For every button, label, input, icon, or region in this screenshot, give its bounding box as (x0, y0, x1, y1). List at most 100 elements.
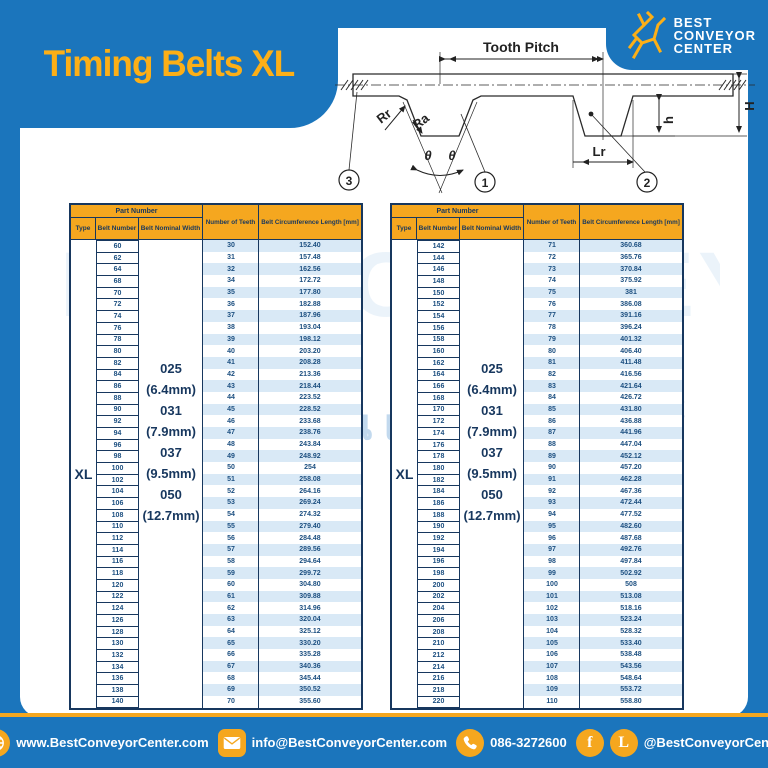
table-row: 170 85 431.80 (392, 403, 682, 416)
table-row: 82 41 208.28 (71, 356, 361, 369)
teeth-cell: 93 (524, 497, 580, 509)
phone-link[interactable]: 086-3272600 (456, 728, 567, 757)
width-cell (139, 298, 203, 310)
length-cell: 304.80 (299, 581, 321, 589)
table-row: 88 44 223.52 (71, 391, 361, 404)
teeth-cell: 76 (548, 300, 556, 308)
table-row: 156 78 396.24 (392, 321, 682, 334)
callout-3: 3 (346, 174, 353, 188)
social-link[interactable]: f L @BestConveyorCenter (575, 728, 768, 757)
belt-number-cell: 74 (96, 310, 139, 322)
header-belt-circumference: Belt Circumference Length [mm] (261, 218, 359, 226)
teeth-cell: 81 (524, 356, 580, 369)
column-divider (258, 240, 259, 708)
teeth-cell: 90 (548, 464, 556, 472)
teeth-cell: 54 (227, 511, 235, 519)
belt-number-cell: 120 (96, 578, 139, 591)
belt-number-cell: 192 (417, 532, 460, 544)
length-cell: 518.16 (620, 604, 642, 612)
length-cell: 406.40 (620, 347, 642, 355)
width-size: (7.9mm) (146, 424, 196, 439)
width-cell (460, 287, 524, 299)
width-code: 037 (481, 445, 503, 460)
brand-name: BEST CONVEYOR CENTER (673, 14, 756, 56)
belt-number-cell: 220 (417, 695, 460, 708)
belt-number-cell: 176 (417, 438, 460, 451)
length-cell: 370.84 (580, 263, 682, 276)
teeth-cell: 37 (203, 310, 259, 322)
belt-number-cell: 172 (417, 415, 460, 427)
belt-number-cell: 140 (96, 695, 139, 708)
cord-hatch-left (340, 79, 369, 91)
belt-number-cell: 76 (96, 321, 139, 334)
table-row: 114 57 289.56 (71, 543, 361, 556)
belt-number-cell: 156 (417, 321, 460, 334)
teeth-cell: 102 (546, 604, 558, 612)
teeth-cell: 99 (524, 567, 580, 579)
email-link[interactable]: info@BestConveyorCenter.com (217, 728, 447, 757)
belt-number-cell: 82 (96, 356, 139, 369)
belt-number-cell: 144 (417, 251, 460, 264)
header-belt-nominal-width: Belt Nominal Width (139, 218, 203, 239)
width-cell (139, 322, 203, 334)
length-cell: 528.32 (620, 628, 642, 636)
width-size: (7.9mm) (467, 424, 517, 439)
belt-number-cell: 154 (417, 310, 460, 322)
length-cell: 182.88 (299, 300, 321, 308)
table-row: 110 55 279.40 (71, 520, 361, 533)
length-cell: 543.56 (580, 660, 682, 673)
table-row: 140 70 355.60 (71, 695, 361, 708)
length-cell: 243.84 (299, 441, 321, 449)
teeth-cell: 61 (203, 590, 259, 603)
table-row: 202 101 513.08 (392, 590, 682, 603)
belt-number-cell: 160 (417, 345, 460, 357)
teeth-cell: 75 (524, 286, 580, 299)
teeth-cell: 79 (524, 333, 580, 346)
table-row: 184 92 467.36 (392, 485, 682, 498)
teeth-cell: 98 (548, 557, 556, 565)
table-row: 142 71 360.68 (392, 240, 682, 252)
belt-number-cell: 184 (417, 485, 460, 498)
teeth-cell: 62 (227, 604, 235, 612)
length-cell: 487.68 (620, 534, 642, 542)
length-cell: 314.96 (299, 604, 321, 612)
teeth-cell: 69 (203, 684, 259, 696)
label-H: H (742, 101, 757, 110)
belt-number-cell: 158 (417, 333, 460, 346)
table-header: Part Number Type Belt Number Belt Nomina… (71, 205, 361, 240)
length-cell: 441.96 (580, 427, 682, 439)
phone-icon (456, 728, 485, 757)
teeth-cell: 109 (524, 684, 580, 696)
width-cell (139, 240, 203, 252)
width-size: (6.4mm) (146, 382, 196, 397)
length-cell: 345.44 (299, 674, 321, 682)
table-row: 112 56 284.48 (71, 532, 361, 544)
length-cell: 238.76 (259, 427, 361, 439)
belt-table-right: Part Number Type Belt Number Belt Nomina… (390, 203, 684, 710)
table-row: 144 72 365.76 (392, 251, 682, 264)
length-cell: 218.44 (259, 380, 361, 392)
length-cell: 208.28 (259, 356, 361, 369)
belt-number-cell: 78 (96, 333, 139, 346)
length-cell: 548.64 (620, 674, 642, 682)
teeth-cell: 108 (546, 674, 558, 682)
width-cell (460, 252, 524, 264)
teeth-cell: 36 (227, 300, 235, 308)
length-cell: 320.04 (259, 614, 361, 626)
header-number-of-teeth: Number of Teeth (524, 205, 580, 239)
width-cell (460, 334, 524, 346)
table-row: 86 43 218.44 (71, 380, 361, 392)
width-cell (139, 602, 203, 614)
width-cell (139, 532, 203, 544)
label-h: h (661, 116, 676, 124)
column-divider (579, 240, 580, 708)
teeth-cell: 40 (227, 347, 235, 355)
table-row: 204 102 518.16 (392, 602, 682, 614)
website-link[interactable]: www.BestConveyorCenter.com (0, 728, 209, 757)
column-divider (523, 240, 524, 708)
brand-deer-icon (627, 11, 666, 59)
belt-number-cell: 68 (96, 275, 139, 287)
belt-nominal-width-values: 025 (6.4mm) 031 (7.9mm) 037 (9.5mm) 050 (12.7mm… (139, 358, 203, 526)
width-code: 050 (481, 487, 503, 502)
width-cell (139, 567, 203, 579)
